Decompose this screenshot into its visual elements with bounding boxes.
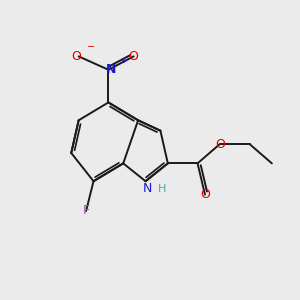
Text: O: O <box>71 50 81 63</box>
Text: N: N <box>142 182 152 195</box>
Text: O: O <box>215 138 225 151</box>
Text: −: − <box>86 43 94 52</box>
Text: +: + <box>120 56 127 65</box>
Text: O: O <box>200 188 210 201</box>
Text: O: O <box>129 50 139 63</box>
Text: N: N <box>106 63 116 76</box>
Text: F: F <box>82 204 90 218</box>
Text: H: H <box>158 184 166 194</box>
